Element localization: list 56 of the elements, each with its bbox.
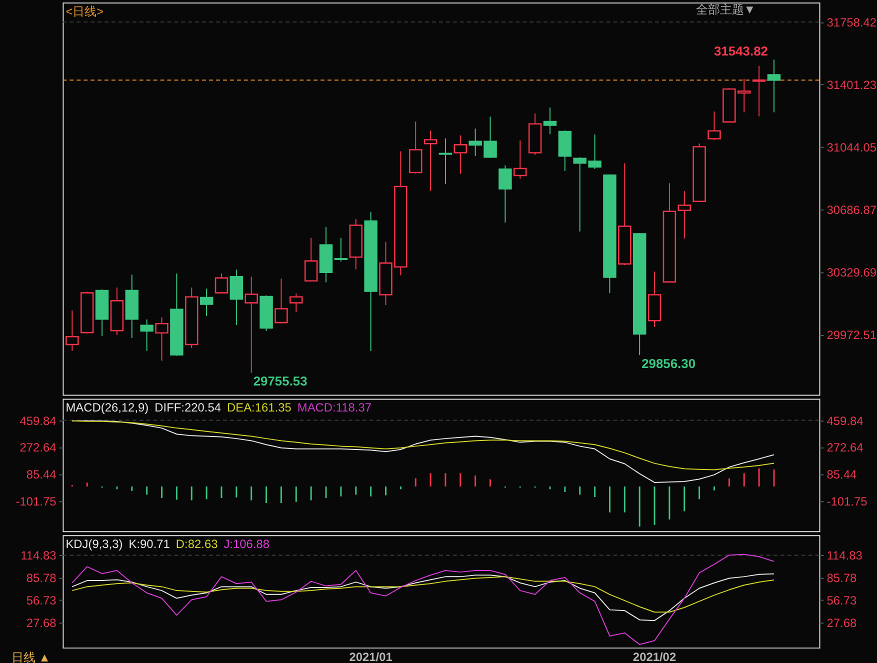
candlestick (230, 269, 244, 326)
y-tick-label: 114.83 (20, 548, 57, 563)
candlestick (290, 293, 303, 313)
y-tick-label: 272.64 (20, 440, 57, 455)
annotation: MACD:118.37 (297, 400, 372, 415)
candlestick (274, 278, 288, 324)
x-tick-label: 2021/02 (632, 650, 676, 663)
y-tick-label: 30329.69 (826, 266, 877, 280)
text: 日线 ▲ (11, 650, 50, 663)
chart-title: MACD(26,12,9) (66, 400, 149, 415)
candlestick (66, 310, 79, 352)
candlestick (200, 288, 214, 317)
candlestick (498, 164, 512, 224)
candlestick (244, 276, 258, 374)
candlestick (334, 237, 348, 262)
annotation: 29856.30 (642, 356, 696, 372)
chart-title: <日线> (66, 4, 104, 18)
text: D:82.63 (176, 537, 218, 552)
candlestick (408, 121, 422, 174)
y-tick-label: 459.84 (20, 414, 57, 428)
candlestick (424, 130, 438, 192)
candlestick (543, 107, 557, 135)
y-tick-label: 85.78 (26, 571, 57, 586)
series-label: DEA:161.35 (227, 400, 292, 415)
candlestick (304, 237, 318, 282)
candlestick (514, 140, 527, 180)
y-tick-label: 31401.23 (826, 78, 877, 92)
y-tick-label: 29972.51 (826, 328, 877, 342)
text: K:90.71 (128, 537, 170, 552)
candlestick (454, 134, 468, 174)
candlestick (767, 59, 781, 113)
candlestick (155, 316, 168, 362)
y-tick-label: -101.75 (16, 494, 57, 509)
x-tick-label: 2021/01 (349, 650, 393, 663)
candlestick (708, 111, 721, 141)
candlestick (140, 318, 154, 352)
line-series (72, 576, 774, 613)
series-label: DIFF:220.54 (154, 400, 222, 415)
line-series (72, 420, 774, 470)
candlestick (214, 273, 228, 294)
annotation: 31543.82 (714, 44, 768, 59)
y-tick-label: 27.68 (26, 616, 57, 630)
y-tick-label: 85.44 (26, 468, 57, 482)
y-tick-label: 56.73 (26, 593, 57, 608)
annotation: 29755.53 (253, 374, 308, 389)
y-tick-label: 30686.87 (826, 203, 877, 218)
y-tick-label: 31044.05 (826, 140, 877, 155)
y-tick-label: 31758.42 (826, 16, 877, 30)
annotation: 全部主题▼ (696, 2, 756, 16)
candlestick (438, 138, 452, 184)
candlestick (678, 190, 691, 240)
line-series (72, 554, 774, 645)
candlestick (752, 65, 766, 117)
chart-title: KDJ(9,3,3) (66, 537, 123, 552)
line-series (72, 573, 774, 622)
text: J:106.88 (224, 537, 270, 552)
